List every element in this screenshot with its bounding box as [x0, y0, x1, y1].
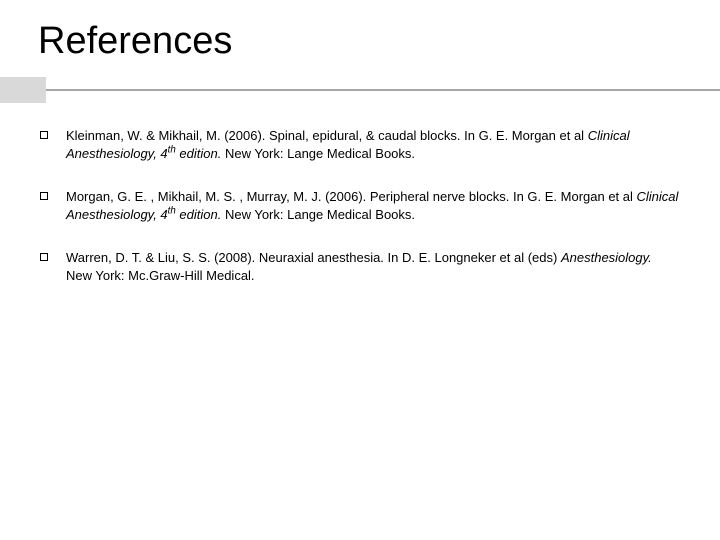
list-item: Kleinman, W. & Mikhail, M. (2006). Spina…	[40, 127, 680, 162]
references-list: Kleinman, W. & Mikhail, M. (2006). Spina…	[30, 127, 690, 284]
ref-book: Anesthesiology.	[561, 250, 652, 265]
square-bullet-icon	[40, 192, 48, 200]
ref-tail: New York: Lange Medical Books.	[221, 207, 415, 222]
accent-block	[0, 77, 46, 103]
reference-text: Warren, D. T. & Liu, S. S. (2008). Neura…	[66, 249, 680, 284]
list-item: Morgan, G. E. , Mikhail, M. S. , Murray,…	[40, 188, 680, 223]
slide-title: References	[30, 20, 690, 63]
slide: References Kleinman, W. & Mikhail, M. (2…	[0, 0, 720, 540]
square-bullet-icon	[40, 131, 48, 139]
ref-sup: th	[168, 205, 176, 216]
divider-line	[0, 89, 720, 91]
ref-pre: Kleinman, W. & Mikhail, M. (2006). Spina…	[66, 128, 588, 143]
title-divider	[30, 77, 690, 103]
square-bullet-icon	[40, 253, 48, 261]
ref-tail: New York: Mc.Graw-Hill Medical.	[66, 268, 255, 283]
ref-postbook: edition.	[176, 146, 222, 161]
reference-text: Morgan, G. E. , Mikhail, M. S. , Murray,…	[66, 188, 680, 223]
ref-pre: Morgan, G. E. , Mikhail, M. S. , Murray,…	[66, 189, 637, 204]
reference-text: Kleinman, W. & Mikhail, M. (2006). Spina…	[66, 127, 680, 162]
ref-sup: th	[168, 144, 176, 155]
ref-postbook: edition.	[176, 207, 222, 222]
ref-tail: New York: Lange Medical Books.	[221, 146, 415, 161]
ref-pre: Warren, D. T. & Liu, S. S. (2008). Neura…	[66, 250, 561, 265]
list-item: Warren, D. T. & Liu, S. S. (2008). Neura…	[40, 249, 680, 284]
